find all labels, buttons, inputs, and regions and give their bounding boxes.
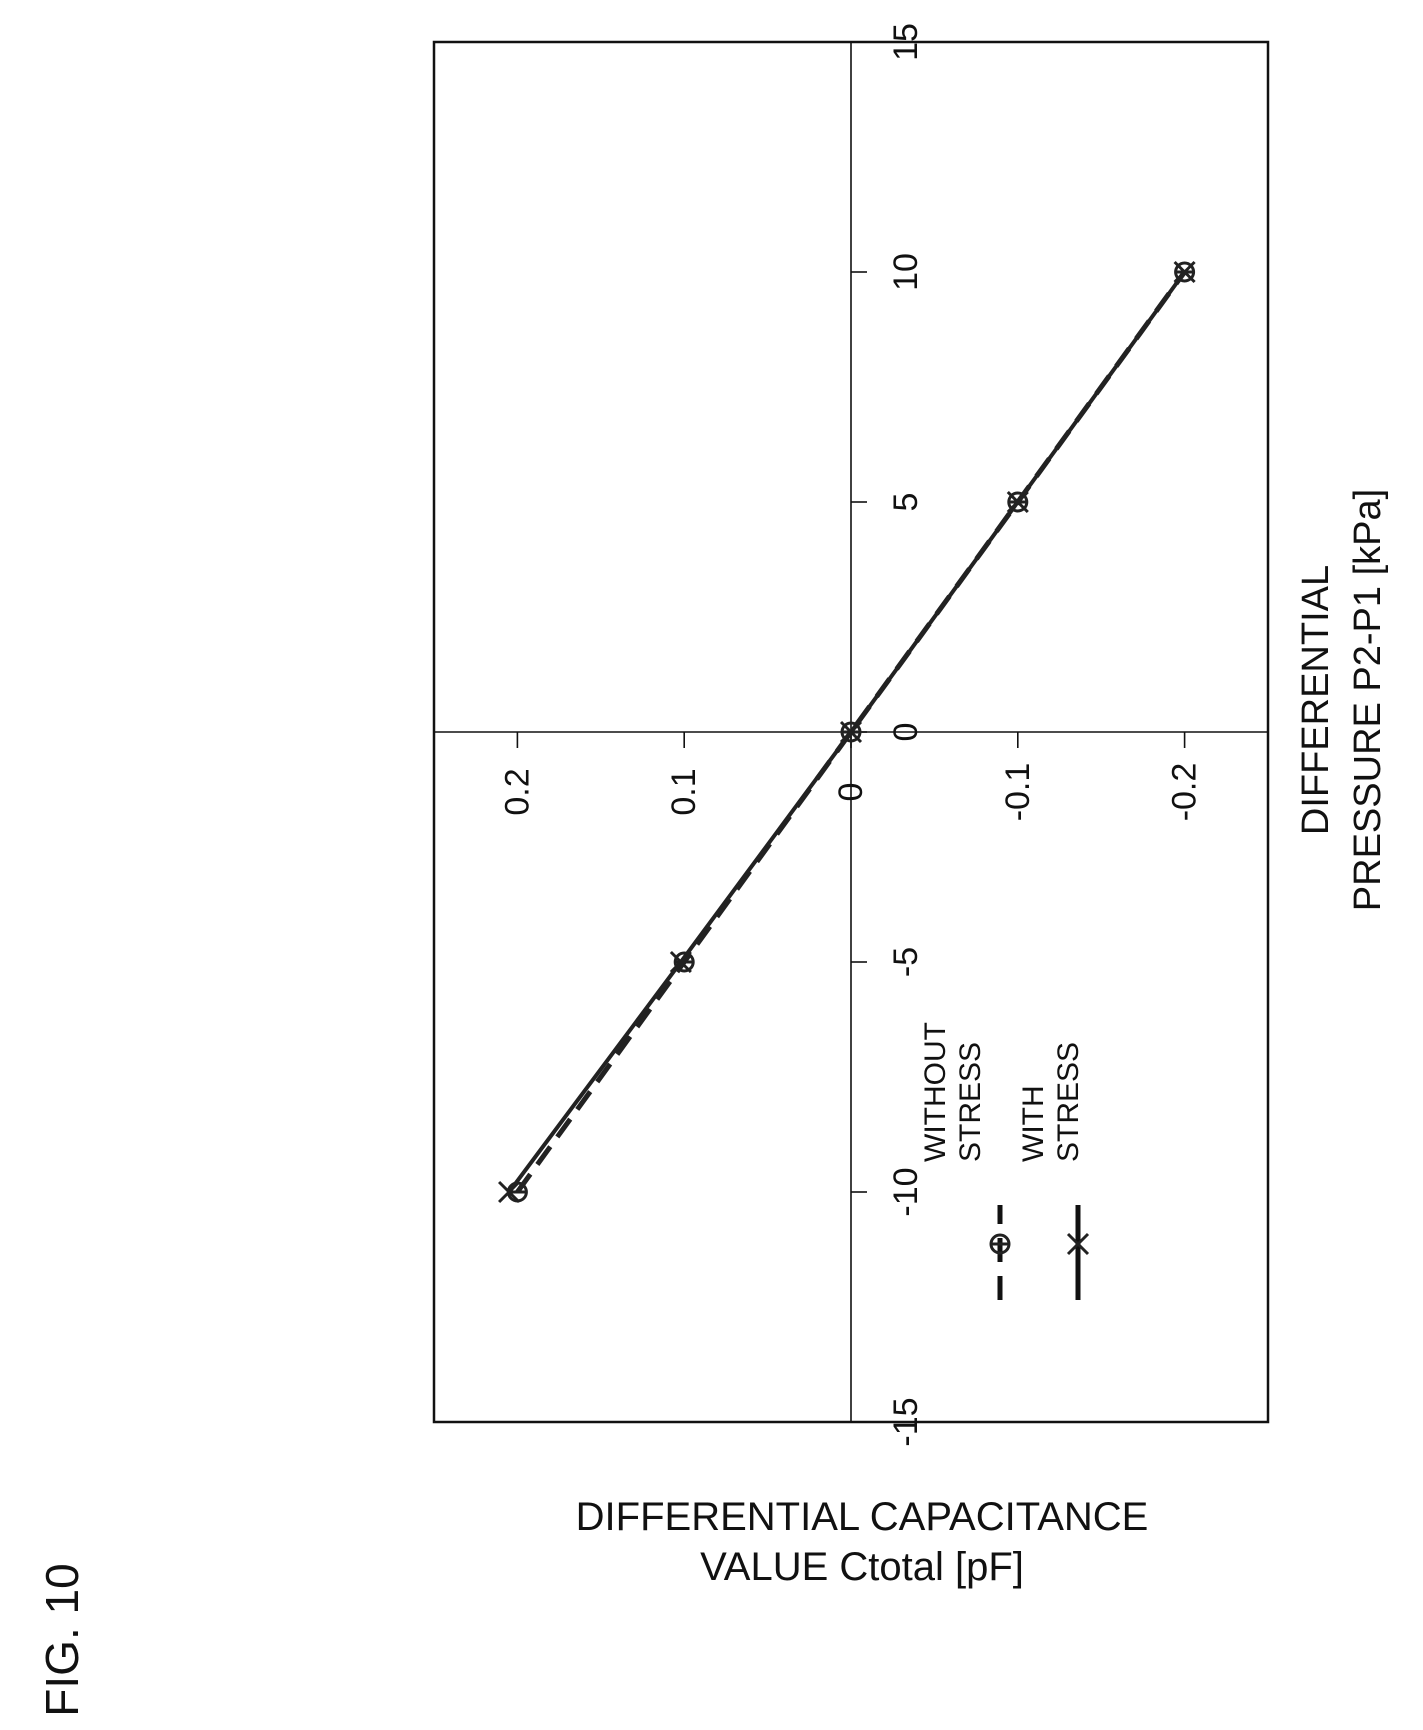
data-point-x (497, 1180, 521, 1204)
figure-label: FIG. 10 (36, 1563, 88, 1716)
x-tick-label: 0 (887, 723, 925, 742)
data-point-x (1066, 1232, 1090, 1256)
y-tick-label: -0.2 (1166, 763, 1204, 822)
x-tick-label: 5 (887, 493, 925, 512)
x-tick-label: 10 (887, 253, 925, 291)
x-axis-title: PRESSURE P2-P1 [kPa] (1347, 489, 1389, 911)
x-tick-label: -5 (887, 947, 925, 977)
x-tick-label: -10 (887, 1167, 925, 1216)
y-axis-title: VALUE Ctotal [pF] (700, 1545, 1024, 1589)
legend-label: WITHOUT (919, 1022, 952, 1162)
x-tick-label: 15 (887, 23, 925, 61)
data-point-x (669, 950, 692, 974)
legend-label: STRESS (954, 1042, 987, 1162)
data-point-x (1006, 490, 1029, 514)
data-point-x (1173, 260, 1196, 284)
y-tick-label: -0.1 (999, 763, 1037, 822)
x-tick-label: -15 (887, 1397, 925, 1446)
series-line-0 (515, 270, 1187, 1194)
y-tick-label: 0 (832, 783, 870, 802)
x-axis-title: DIFFERENTIAL (1295, 565, 1337, 835)
plot-area (432, 40, 1270, 1424)
legend-label: WITH (1017, 1085, 1050, 1162)
legend-label: STRESS (1052, 1042, 1085, 1162)
y-axis-title: DIFFERENTIAL CAPACITANCE (576, 1495, 1149, 1539)
y-tick-label: 0.2 (498, 768, 536, 815)
data-point-x (839, 720, 863, 744)
y-tick-label: 0.1 (665, 768, 703, 815)
